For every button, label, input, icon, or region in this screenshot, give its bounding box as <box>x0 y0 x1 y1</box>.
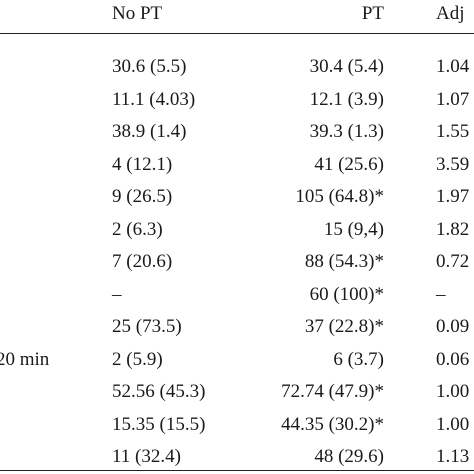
cell-pt: 30.4 (5.4) <box>309 56 384 77</box>
cell-adj: 3.59 <box>436 154 470 175</box>
cell-no-pt: 38.9 (1.4) <box>112 121 187 142</box>
cell-no-pt: – <box>112 284 122 305</box>
cell-adj: 1.55 <box>436 121 470 142</box>
cell-adj: 1.00 <box>436 381 470 402</box>
cell-pt: 37 (22.8)* <box>304 316 384 337</box>
cell-no-pt: 2 (6.3) <box>112 219 163 240</box>
cell-adj: 1.97 <box>436 186 470 207</box>
cell-no-pt: 30.6 (5.5) <box>112 56 187 77</box>
cell-adj: 1.04 <box>436 56 470 77</box>
cell-pt: 72.74 (47.9)* <box>281 381 384 402</box>
header-adj: Adj <box>436 3 465 24</box>
cell-no-pt: 4 (12.1) <box>112 154 173 175</box>
cell-adj: 1.13 <box>436 446 470 467</box>
cell-no-pt: 9 (26.5) <box>112 186 173 207</box>
cell-pt: 39.3 (1.3) <box>309 121 384 142</box>
cell-adj: 0.06 <box>436 349 470 370</box>
cell-adj: 0.72 <box>436 251 470 272</box>
header-no-pt: No PT <box>112 3 163 24</box>
cell-pt: 41 (25.6) <box>314 154 384 175</box>
cell-adj: 0.09 <box>436 316 470 337</box>
cell-no-pt: 11 (32.4) <box>112 446 181 467</box>
bottom-rule <box>0 470 474 471</box>
cell-no-pt: 15.35 (15.5) <box>112 414 206 435</box>
cell-pt: 48 (29.6) <box>314 446 384 467</box>
cell-adj: 1.00 <box>436 414 470 435</box>
cell-pt: 88 (54.3)* <box>304 251 384 272</box>
cell-adj: 1.82 <box>436 219 470 240</box>
cell-no-pt: 25 (73.5) <box>112 316 182 337</box>
cell-no-pt: 2 (5.9) <box>112 349 163 370</box>
cell-pt: 44.35 (30.2)* <box>281 414 384 435</box>
table-header-row: No PT PT Adj <box>0 0 474 34</box>
cell-adj: 1.07 <box>436 89 470 110</box>
cell-adj: – <box>436 284 446 305</box>
header-pt: PT <box>361 3 384 24</box>
row-label: 20 min <box>0 349 50 370</box>
header-rule <box>0 33 474 34</box>
cell-pt: 105 (64.8)* <box>295 186 384 207</box>
cell-no-pt: 52.56 (45.3) <box>112 381 206 402</box>
cell-pt: 60 (100)* <box>309 284 384 305</box>
cell-pt: 15 (9,4) <box>323 219 384 240</box>
cell-no-pt: 7 (20.6) <box>112 251 173 272</box>
cell-no-pt: 11.1 (4.03) <box>112 89 196 110</box>
cell-pt: 12.1 (3.9) <box>309 89 384 110</box>
cell-pt: 6 (3.7) <box>333 349 384 370</box>
